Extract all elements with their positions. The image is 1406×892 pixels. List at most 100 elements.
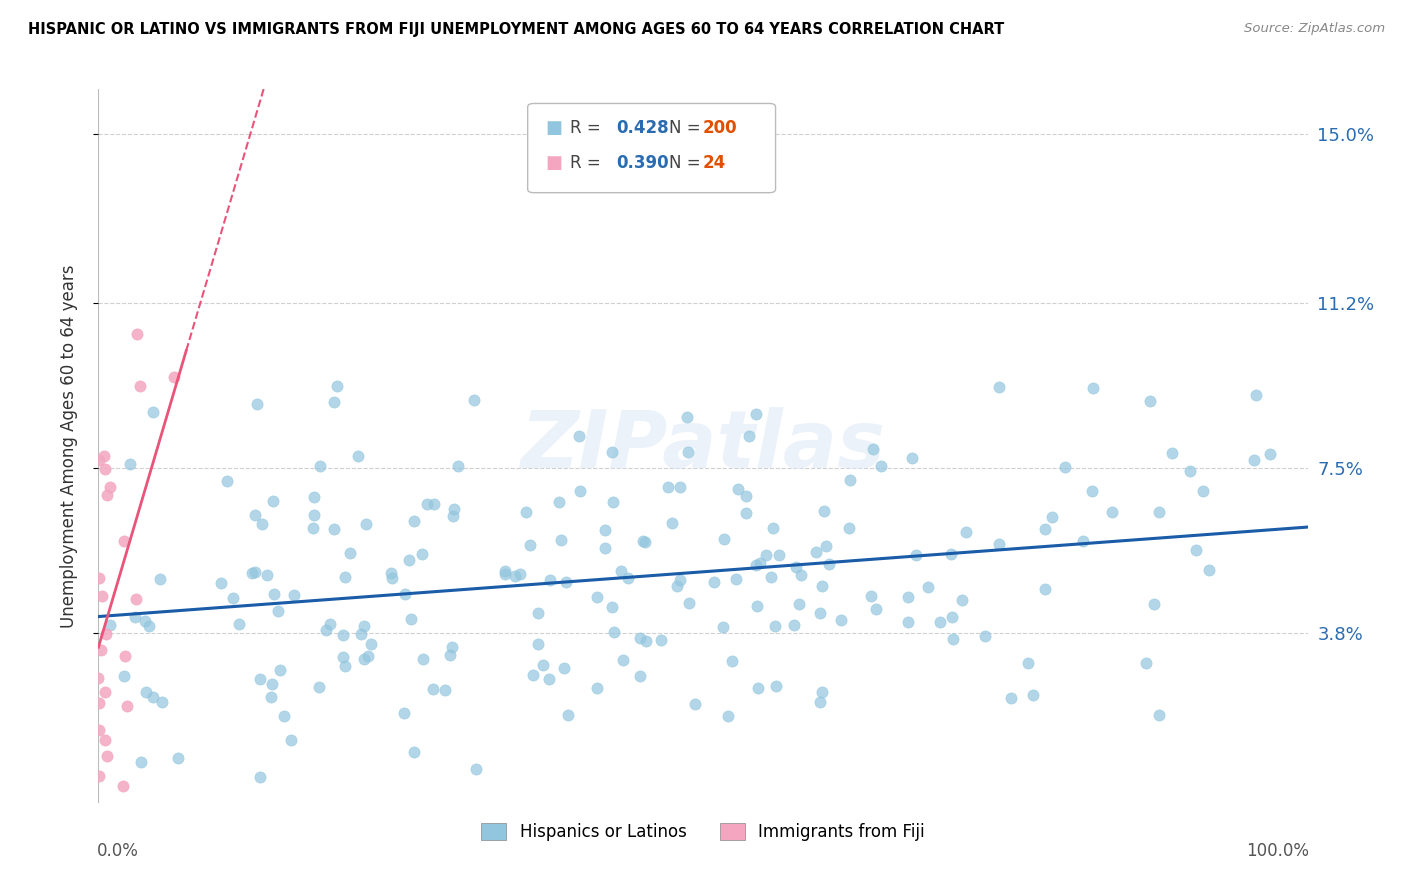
- Point: [527, 606, 550, 620]
- Point: [416, 497, 439, 511]
- Point: [240, 566, 263, 581]
- Point: [322, 522, 344, 536]
- Point: [735, 489, 758, 503]
- Text: 0.390: 0.390: [616, 153, 669, 171]
- Point: [553, 661, 575, 675]
- Point: [676, 409, 699, 424]
- Point: [89, 696, 111, 710]
- Point: [443, 502, 465, 516]
- Point: [135, 685, 157, 699]
- Point: [91, 589, 114, 603]
- Point: [87, 723, 110, 737]
- Point: [412, 652, 434, 666]
- Point: [703, 574, 725, 589]
- Point: [398, 553, 420, 567]
- Point: [263, 493, 285, 508]
- Point: [522, 668, 544, 682]
- Point: [557, 708, 579, 723]
- Point: [494, 567, 516, 582]
- Point: [650, 633, 672, 648]
- Point: [665, 579, 688, 593]
- Point: [747, 681, 769, 695]
- Point: [988, 537, 1011, 551]
- Point: [610, 565, 633, 579]
- Point: [440, 640, 463, 654]
- Point: [763, 619, 786, 633]
- Point: [768, 548, 790, 562]
- Point: [974, 629, 997, 643]
- Point: [727, 482, 749, 496]
- Point: [1198, 563, 1220, 577]
- Point: [249, 672, 271, 686]
- Point: [538, 573, 561, 587]
- Point: [87, 672, 110, 686]
- Point: [713, 620, 735, 634]
- Point: [678, 597, 700, 611]
- Point: [896, 615, 918, 629]
- Point: [602, 625, 624, 640]
- Point: [1246, 388, 1268, 402]
- Point: [243, 508, 266, 523]
- Point: [1161, 446, 1184, 460]
- Point: [112, 669, 135, 683]
- Point: [283, 588, 305, 602]
- Point: [602, 495, 624, 509]
- Point: [269, 663, 291, 677]
- Point: [308, 458, 330, 473]
- Point: [738, 429, 761, 443]
- Point: [87, 571, 110, 585]
- Point: [94, 733, 117, 747]
- Point: [1021, 688, 1043, 702]
- Point: [1185, 543, 1208, 558]
- Point: [302, 490, 325, 504]
- Point: [859, 589, 882, 603]
- Point: [1139, 394, 1161, 409]
- Point: [394, 587, 416, 601]
- Point: [463, 393, 485, 408]
- Point: [87, 453, 110, 467]
- Point: [96, 487, 118, 501]
- Point: [142, 690, 165, 705]
- Point: [302, 521, 325, 535]
- Point: [1040, 510, 1063, 524]
- Point: [897, 590, 920, 604]
- Point: [870, 459, 893, 474]
- Point: [150, 695, 173, 709]
- Point: [404, 514, 426, 528]
- Point: [353, 619, 375, 633]
- Point: [901, 450, 924, 465]
- Point: [865, 601, 887, 615]
- Point: [676, 445, 699, 459]
- Point: [1143, 597, 1166, 611]
- Legend: Hispanics or Latinos, Immigrants from Fiji: Hispanics or Latinos, Immigrants from Fi…: [475, 816, 931, 848]
- Point: [494, 564, 516, 578]
- Point: [87, 769, 110, 783]
- Point: [333, 570, 356, 584]
- Point: [1054, 459, 1077, 474]
- Point: [531, 657, 554, 672]
- Point: [217, 474, 239, 488]
- Point: [399, 612, 422, 626]
- Point: [1180, 464, 1202, 478]
- Text: N =: N =: [669, 153, 706, 171]
- Point: [811, 579, 834, 593]
- Point: [349, 627, 371, 641]
- Point: [538, 672, 561, 686]
- Point: [112, 780, 135, 794]
- Text: 0.428: 0.428: [616, 120, 669, 137]
- Point: [716, 709, 738, 723]
- Point: [1081, 381, 1104, 395]
- Point: [657, 480, 679, 494]
- Point: [266, 604, 288, 618]
- Point: [862, 442, 884, 456]
- Point: [1147, 505, 1170, 519]
- Point: [783, 618, 806, 632]
- Point: [94, 685, 117, 699]
- Point: [765, 679, 787, 693]
- Point: [721, 654, 744, 668]
- Point: [357, 648, 380, 663]
- Text: Source: ZipAtlas.com: Source: ZipAtlas.com: [1244, 22, 1385, 36]
- Point: [260, 677, 283, 691]
- Point: [929, 615, 952, 629]
- Point: [745, 558, 768, 573]
